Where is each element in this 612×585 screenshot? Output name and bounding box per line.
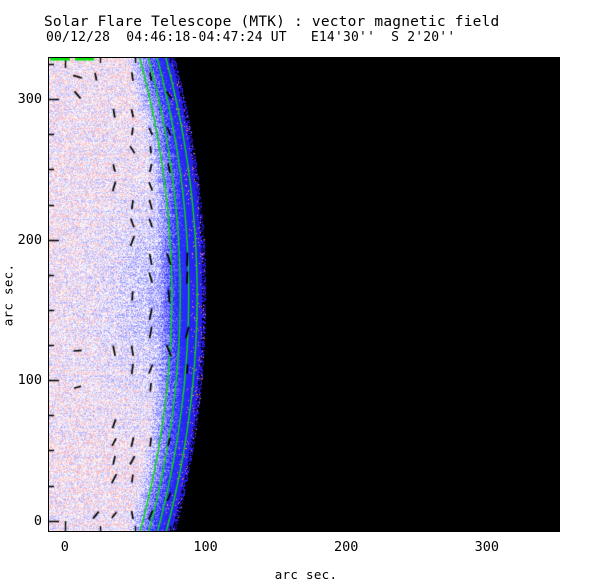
y-tick-100: 100 xyxy=(17,372,42,389)
x-axis-label: arc sec. xyxy=(274,567,338,582)
figure-title-block: Solar Flare Telescope (MTK) : vector mag… xyxy=(44,14,584,45)
page-title: Solar Flare Telescope (MTK) : vector mag… xyxy=(44,14,500,30)
y-axis-label: arc sec. xyxy=(0,263,16,327)
y-tick-0: 0 xyxy=(33,512,42,529)
y-tick-200: 200 xyxy=(17,231,42,248)
x-tick-0: 0 xyxy=(60,539,69,555)
x-tick-100: 100 xyxy=(193,539,218,555)
y-tick-300: 300 xyxy=(17,91,42,108)
magnetogram-image xyxy=(48,57,560,532)
magnetogram-plot-area xyxy=(48,57,560,532)
observation-subtitle: 00/12/28 04:46:18-04:47:24 UT E14'30'' S… xyxy=(46,30,456,45)
x-tick-300: 300 xyxy=(474,539,500,555)
x-tick-200: 200 xyxy=(333,539,359,555)
